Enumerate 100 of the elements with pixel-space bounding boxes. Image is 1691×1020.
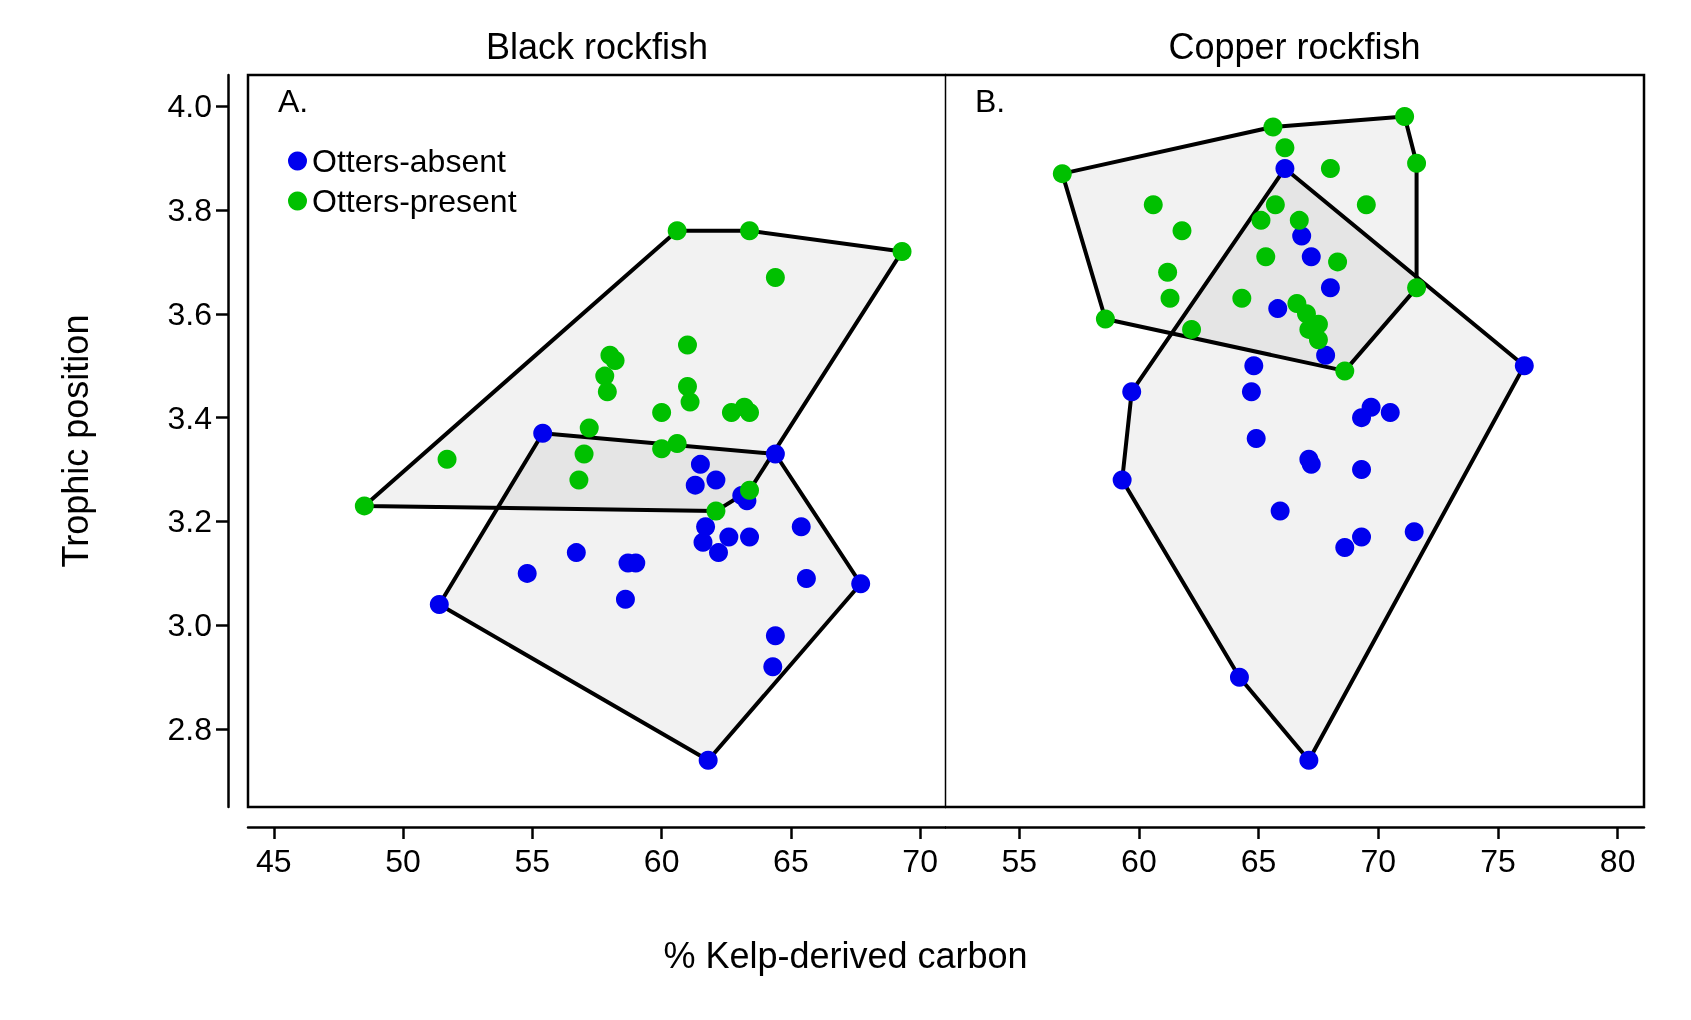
point xyxy=(1308,330,1328,350)
point xyxy=(605,351,625,371)
point xyxy=(1404,522,1424,542)
chart-title: Copper rockfish xyxy=(1168,25,1421,67)
annotation: B. xyxy=(975,83,1006,119)
point xyxy=(1352,408,1372,428)
point xyxy=(1268,299,1288,319)
x-tick-label: 70 xyxy=(902,843,938,879)
point xyxy=(579,418,599,438)
point xyxy=(1158,262,1178,282)
point xyxy=(796,569,816,589)
point xyxy=(652,402,672,422)
point xyxy=(1320,278,1340,298)
chart-title: Black rockfish xyxy=(485,25,709,67)
point xyxy=(1395,107,1415,127)
point xyxy=(765,626,785,646)
point xyxy=(1316,345,1336,365)
x-tick-label: 55 xyxy=(1001,843,1038,879)
x-tick-label: 80 xyxy=(1599,843,1636,879)
point xyxy=(680,392,700,412)
point xyxy=(1335,537,1355,557)
point xyxy=(1356,195,1376,215)
x-tick-label: 45 xyxy=(256,843,292,879)
point xyxy=(1112,470,1132,490)
point xyxy=(1143,195,1163,215)
y-tick-label: 3.8 xyxy=(167,191,212,228)
x-tick-label: 75 xyxy=(1480,843,1516,879)
y-tick-label: 4.0 xyxy=(167,88,212,125)
point xyxy=(1232,288,1252,308)
y-tick-label: 3.6 xyxy=(167,295,212,332)
x-tick-label: 60 xyxy=(1121,843,1157,879)
point xyxy=(1335,361,1355,381)
point xyxy=(685,475,705,495)
point xyxy=(574,444,594,464)
annotation: A. xyxy=(278,83,309,119)
point xyxy=(791,517,811,537)
point xyxy=(690,454,710,474)
point xyxy=(1256,247,1276,267)
x-tick-label: 65 xyxy=(1240,843,1277,879)
point xyxy=(1122,382,1142,402)
point xyxy=(1244,356,1264,376)
y-axis-title: Trophic position xyxy=(54,314,96,568)
point xyxy=(1265,195,1285,215)
y-tick-label: 3.4 xyxy=(167,399,212,436)
point xyxy=(678,335,697,355)
point xyxy=(1407,153,1427,173)
point xyxy=(693,532,713,552)
point xyxy=(696,517,716,537)
x-tick-label: 60 xyxy=(643,843,680,879)
point xyxy=(1275,138,1295,158)
point xyxy=(740,402,760,422)
point xyxy=(533,423,553,443)
point xyxy=(437,449,457,469)
point xyxy=(429,595,449,615)
point xyxy=(765,444,785,464)
point xyxy=(566,543,586,563)
y-tick-label: 3.2 xyxy=(167,503,212,540)
x-tick-label: 70 xyxy=(1360,843,1397,879)
point xyxy=(719,527,739,547)
point xyxy=(1292,226,1312,246)
point xyxy=(517,563,537,583)
point xyxy=(1095,309,1115,329)
point xyxy=(763,657,783,677)
point xyxy=(740,221,760,241)
point xyxy=(1352,527,1372,547)
point xyxy=(1320,158,1340,178)
point xyxy=(354,496,374,516)
point xyxy=(667,221,687,241)
point xyxy=(1352,460,1372,480)
point xyxy=(569,470,589,490)
point xyxy=(1251,210,1271,230)
y-tick-label: 2.8 xyxy=(167,711,212,748)
point xyxy=(1514,356,1534,376)
point xyxy=(595,366,615,386)
point xyxy=(1407,278,1427,298)
point xyxy=(1172,221,1192,241)
point xyxy=(1160,288,1180,308)
x-tick-label: 65 xyxy=(773,843,809,879)
point xyxy=(706,501,726,521)
point xyxy=(652,439,672,459)
point xyxy=(1241,382,1261,402)
point xyxy=(1328,252,1348,272)
point xyxy=(667,434,687,454)
point xyxy=(1301,247,1321,267)
point xyxy=(1052,164,1072,184)
point xyxy=(1289,210,1309,230)
point xyxy=(1229,667,1249,687)
x-tick-label: 55 xyxy=(514,843,551,879)
point xyxy=(1182,319,1202,339)
point xyxy=(709,543,728,563)
point xyxy=(740,480,760,500)
point xyxy=(597,382,617,402)
point xyxy=(1275,158,1295,178)
legend-label: Otters-present xyxy=(312,183,517,219)
point xyxy=(892,242,912,262)
point xyxy=(698,750,718,770)
y-tick-label: 3.0 xyxy=(167,607,212,644)
point xyxy=(1270,501,1290,521)
point xyxy=(1380,402,1400,422)
point xyxy=(1263,117,1283,137)
